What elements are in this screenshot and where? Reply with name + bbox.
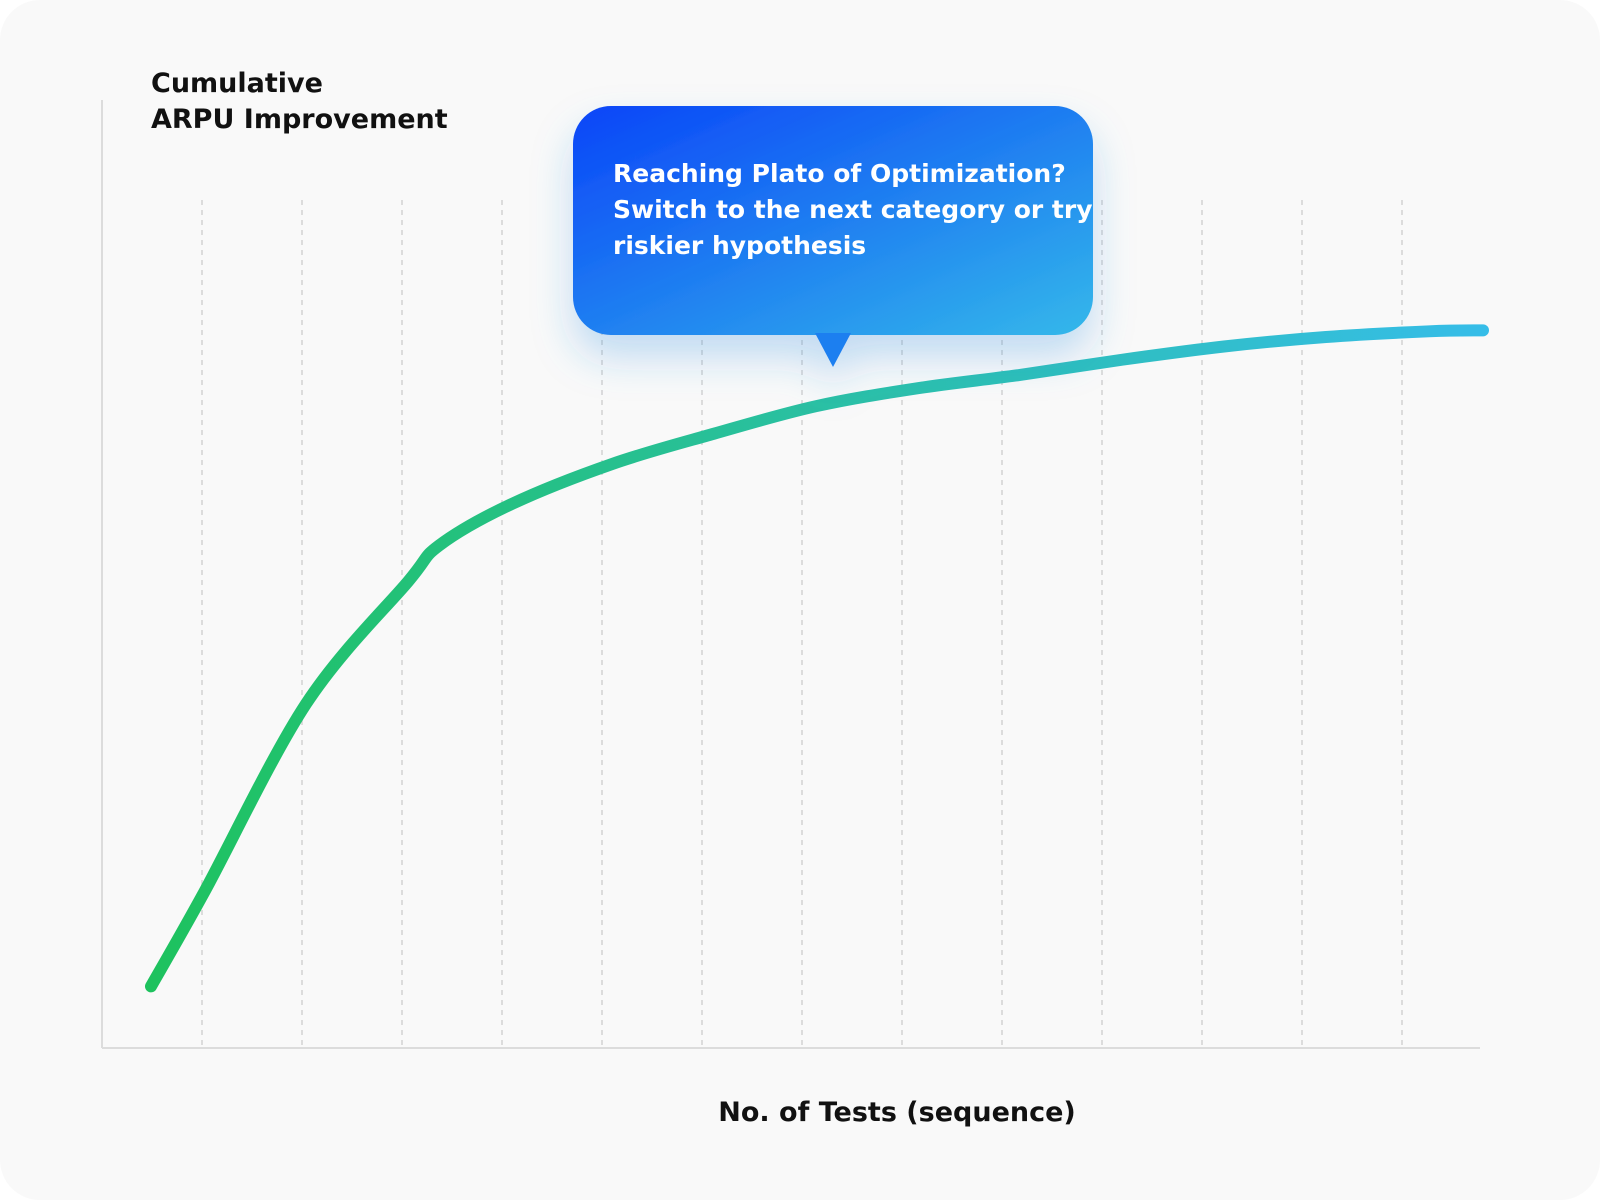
y-label-line: Cumulative [151,68,323,99]
line-series [145,324,1489,993]
callout-box [573,106,1093,335]
callout-text: Reaching Plato of Optimization? [613,159,1066,188]
y-label-line: ARPU Improvement [151,104,448,135]
callout-text: riskier hypothesis [613,231,866,260]
callout-pointer [815,333,851,367]
callout [573,106,1093,367]
callout-text: Switch to the next category or try [613,195,1093,224]
x-label: No. of Tests (sequence) [718,1097,1076,1128]
